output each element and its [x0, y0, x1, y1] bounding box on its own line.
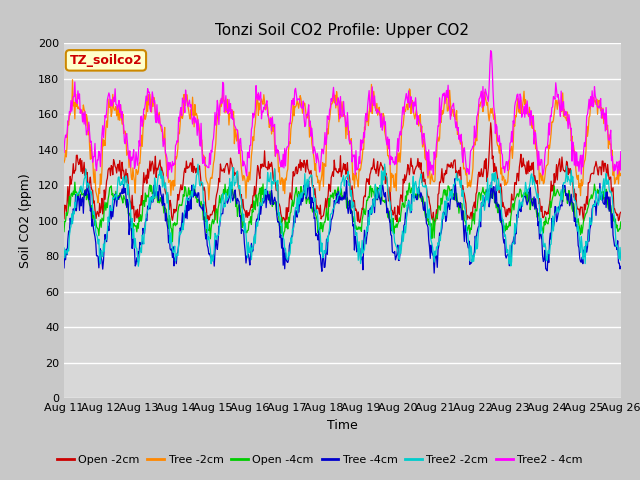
Legend: Open -2cm, Tree -2cm, Open -4cm, Tree -4cm, Tree2 -2cm, Tree2 - 4cm: Open -2cm, Tree -2cm, Open -4cm, Tree -4… — [52, 451, 588, 469]
Title: Tonzi Soil CO2 Profile: Upper CO2: Tonzi Soil CO2 Profile: Upper CO2 — [216, 23, 469, 38]
Text: TZ_soilco2: TZ_soilco2 — [70, 54, 142, 67]
Y-axis label: Soil CO2 (ppm): Soil CO2 (ppm) — [19, 173, 33, 268]
X-axis label: Time: Time — [327, 419, 358, 432]
